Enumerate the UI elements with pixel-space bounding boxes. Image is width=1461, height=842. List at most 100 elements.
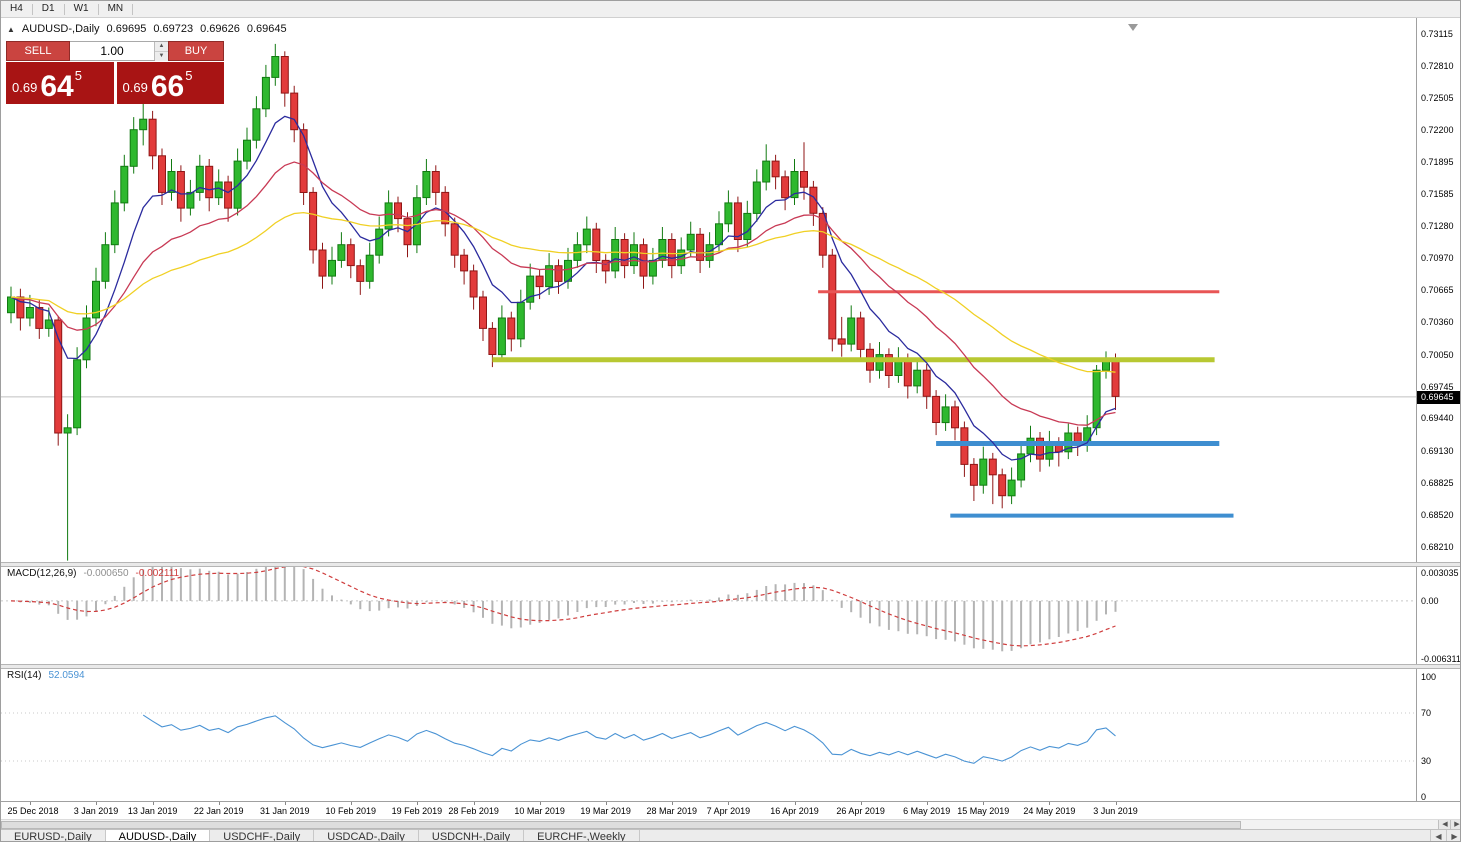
candle	[1111, 359, 1120, 397]
rsi-axis-tick: 30	[1421, 756, 1432, 766]
candle	[441, 191, 450, 225]
macd-panel[interactable]: MACD(12,26,9) -0.000650 -0.002111	[1, 565, 1416, 664]
chart-tab-usdcnh-daily[interactable]: USDCNH-,Daily	[418, 830, 525, 841]
rsi-label: RSI(14)	[7, 670, 42, 681]
price-axis-tick: 0.72200	[1421, 124, 1454, 135]
price-panel[interactable]: ▲ AUDUSD-,Daily 0.69695 0.69723 0.69626 …	[1, 17, 1416, 562]
date-label: 28 Feb 2019	[448, 806, 499, 816]
sell-price-panel[interactable]: 0.69 64 5	[6, 62, 114, 104]
date-tick-mark	[1115, 802, 1117, 805]
candle	[25, 307, 34, 319]
candle	[630, 244, 638, 267]
price-axis-tick: 0.69440	[1421, 413, 1454, 424]
date-label: 16 Apr 2019	[770, 806, 819, 816]
date-tick-mark	[983, 802, 985, 805]
candle	[601, 259, 610, 272]
tab-scroll-left-icon[interactable]: ◀	[1430, 830, 1446, 841]
volume-value[interactable]: 1.00	[100, 44, 124, 58]
date-label: 22 Jan 2019	[193, 806, 244, 816]
price-axis-tick: 0.73115	[1421, 29, 1453, 39]
chart-tab-usdchf-daily[interactable]: USDCHF-,Daily	[210, 830, 315, 841]
rsi-axis-tick: 70	[1421, 708, 1432, 718]
price-axis-tick: 0.69130	[1421, 445, 1454, 456]
chart-tab-audusd-daily[interactable]: AUDUSD-,Daily	[105, 830, 211, 841]
macd-main-value: -0.000650	[83, 568, 129, 579]
macd-signal-line	[10, 565, 1116, 647]
candle	[762, 160, 771, 183]
price-axis-tick: 0.70665	[1421, 285, 1454, 296]
candle	[356, 265, 365, 282]
candle	[884, 354, 893, 377]
volume-down-icon[interactable]: ▼	[155, 52, 168, 61]
date-tick-mark	[728, 802, 730, 805]
candle	[394, 202, 402, 220]
date-axis[interactable]: 25 Dec 2018 3 Jan 2019 13 Jan 2019 22 Jan 2…	[1, 801, 1460, 819]
rsi-canvas[interactable]	[1, 667, 1416, 801]
candle	[158, 155, 166, 193]
splitter-macd-rsi[interactable]	[1, 664, 1460, 669]
timeframe-button-w1[interactable]: W1	[73, 3, 89, 14]
scrollbar-thumb[interactable]	[1, 821, 1241, 829]
candle	[592, 228, 601, 262]
volume-field[interactable]: 1.00 ▲ ▼	[70, 41, 168, 61]
volume-stepper: ▲ ▼	[154, 42, 168, 61]
timeframe-button-mn[interactable]: MN	[107, 3, 124, 14]
scroll-left-icon[interactable]: ◀	[1438, 820, 1451, 829]
chart-tab-usdcad-daily[interactable]: USDCAD-,Daily	[314, 830, 419, 841]
candle	[800, 171, 808, 188]
candle	[318, 249, 327, 277]
timeframe-button-h4[interactable]: H4	[10, 3, 23, 14]
candle	[781, 176, 790, 199]
candle	[922, 369, 931, 397]
price-chart-canvas[interactable]	[1, 17, 1416, 562]
sell-button[interactable]: SELL	[6, 41, 70, 61]
candle	[101, 244, 110, 282]
buy-button[interactable]: BUY	[168, 41, 224, 61]
collapse-panel-icon[interactable]: ▲	[7, 24, 15, 34]
current-price-badge: 0.69645	[1417, 390, 1460, 404]
price-axis-tick: 0.68210	[1421, 542, 1454, 552]
candle	[951, 406, 959, 429]
candle	[790, 171, 799, 199]
price-axis[interactable]: 0.73115 0.72810 0.72505 0.72200 0.71895 0.715…	[1416, 17, 1461, 802]
tab-nav: ◀ ▶	[1430, 830, 1460, 841]
sell-pipette: 5	[74, 68, 82, 83]
chart-tab-eurusd-daily[interactable]: EURUSD-,Daily	[1, 830, 106, 841]
timeframe-button-d1[interactable]: D1	[41, 3, 55, 14]
horizontal-scrollbar[interactable]: ◀ ▶	[1, 819, 1460, 829]
date-label: 15 May 2019	[957, 806, 1010, 816]
chart-shift-marker-icon[interactable]	[1128, 24, 1138, 31]
timeframe-toolbar: H4 D1 W1 MN	[1, 1, 1460, 18]
candle	[554, 265, 563, 282]
candle	[412, 197, 421, 246]
candle	[648, 259, 657, 277]
candle	[507, 317, 516, 340]
splitter-price-macd[interactable]	[1, 562, 1460, 567]
date-tick-mark	[539, 802, 541, 805]
ma-slow-yellow	[10, 211, 1116, 373]
candle	[988, 458, 997, 476]
candle	[743, 212, 752, 240]
buy-big-figure: 0.69	[122, 80, 148, 95]
price-axis-tick: 0.71585	[1421, 189, 1454, 199]
candle	[120, 165, 129, 204]
macd-canvas[interactable]	[1, 565, 1416, 664]
candle	[809, 186, 818, 214]
candle	[7, 296, 15, 314]
buy-price-panel[interactable]: 0.69 66 5	[116, 62, 224, 104]
candle	[186, 191, 195, 209]
price-axis-tick: 0.72810	[1421, 60, 1454, 71]
scroll-right-icon[interactable]: ▶	[1450, 820, 1460, 829]
rsi-line	[142, 714, 1116, 764]
chart-tab-eurchf-weekly[interactable]: EURCHF-,Weekly	[524, 830, 640, 841]
candle	[129, 129, 138, 167]
chart-tab-bar: EURUSD-,Daily AUDUSD-,Daily USDCHF-,Daily U…	[1, 829, 1460, 841]
price-axis-tick: 0.71895	[1421, 156, 1454, 167]
price-axis-tick: 0.68520	[1421, 509, 1454, 520]
price-axis-tick: 0.72505	[1421, 92, 1454, 103]
tab-scroll-right-icon[interactable]: ▶	[1446, 830, 1460, 841]
volume-up-icon[interactable]: ▲	[155, 42, 168, 52]
macd-axis-tick: -0.006311	[1421, 654, 1461, 664]
date-tick-mark	[671, 802, 673, 805]
rsi-panel[interactable]: RSI(14) 52.0594	[1, 667, 1416, 801]
